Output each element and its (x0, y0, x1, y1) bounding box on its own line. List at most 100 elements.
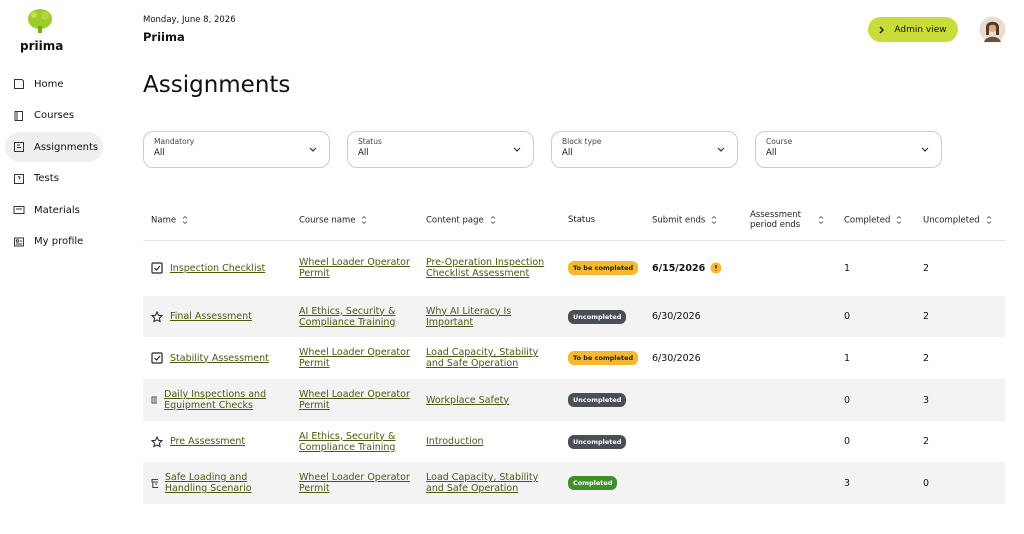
completed-cell: 0 (836, 421, 915, 462)
uncompleted-cell: 3 (915, 379, 1005, 421)
content-cell: Pre-Operation Inspection Checklist Asses… (418, 240, 560, 296)
course-cell: Wheel Loader Operator Permit (291, 240, 418, 296)
filter[interactable]: Block type All (551, 131, 738, 168)
completed-cell: 3 (836, 462, 915, 504)
name-cell: Daily Inspections and Equipment Checks (143, 379, 291, 421)
logo-icon (28, 9, 52, 33)
sort-icon (711, 215, 717, 224)
course-link[interactable]: Wheel Loader Operator Permit (299, 347, 410, 369)
header-label: Name (151, 215, 177, 225)
table-row: Inspection Checklist Wheel Loader Operato… (143, 240, 1005, 296)
filter[interactable]: Course All (755, 131, 942, 168)
status-badge: Completed (568, 476, 618, 490)
uncompleted-count: 2 (923, 436, 930, 447)
course-link[interactable]: Wheel Loader Operator Permit (299, 472, 410, 494)
course-link[interactable]: Wheel Loader Operator Permit (299, 389, 410, 411)
assessment-cell (742, 337, 836, 379)
column-header[interactable]: Content page (418, 200, 560, 241)
completed-cell: 1 (836, 240, 915, 296)
assignment-link[interactable]: Daily Inspections and Equipment Checks (164, 389, 267, 411)
uncompleted-count: 2 (923, 352, 930, 364)
name-cell: Safe Loading and Handling Scenario (143, 462, 291, 504)
course-link[interactable]: AI Ethics, Security & Compliance Trainin… (299, 305, 396, 328)
filter[interactable]: Mandatory All (143, 131, 330, 168)
column-header[interactable]: Course name (291, 200, 418, 241)
column-header[interactable]: Uncompleted (915, 200, 1005, 241)
nav-item[interactable]: Assignments (5, 132, 103, 162)
nav-label: Materials (34, 204, 80, 216)
filter-value: All (154, 148, 165, 158)
status-cell: To be completed (560, 240, 644, 296)
content-link[interactable]: Pre-Operation Inspection Checklist Asses… (426, 257, 545, 280)
submit-date: 6/15/2026 (652, 262, 706, 274)
content-link[interactable]: Load Capacity, Stability and Safe Operat… (426, 472, 539, 494)
filter-label: Mandatory (154, 137, 195, 146)
column-header[interactable]: Assessment period ends (742, 200, 836, 241)
block-type-icon (151, 435, 163, 448)
uncompleted-count: 0 (923, 477, 930, 489)
nav-icon (13, 206, 25, 214)
admin-view-button[interactable]: Admin view (868, 17, 958, 42)
content-link[interactable]: Workplace Safety (426, 394, 510, 406)
nav-label: Tests (34, 173, 59, 184)
page-title: Assignments (143, 72, 291, 98)
status-cell: Uncompleted (560, 379, 644, 421)
nav-item[interactable]: Materials (5, 195, 103, 225)
status-cell: Uncompleted (560, 296, 644, 337)
nav-label: My profile (34, 236, 84, 247)
course-link[interactable]: AI Ethics, Security & Compliance Trainin… (299, 430, 396, 453)
assignment-link[interactable]: Inspection Checklist (170, 262, 266, 274)
name-wrap: Inspection Checklist (151, 262, 283, 274)
assessment-cell (742, 421, 836, 462)
block-type-icon (151, 310, 163, 323)
nav-item[interactable]: My profile (5, 227, 103, 257)
assignment-link[interactable]: Final Assessment (170, 311, 252, 322)
content-link[interactable]: Introduction (426, 436, 484, 447)
name-wrap: Daily Inspections and Equipment Checks (151, 389, 283, 411)
assignment-link[interactable]: Stability Assessment (170, 352, 269, 364)
completed-cell: 0 (836, 296, 915, 337)
assignment-link[interactable]: Pre Assessment (170, 436, 246, 447)
column-header[interactable]: Name (143, 200, 291, 241)
nav-icon (14, 79, 24, 89)
submit-cell: 6/30/2026 (644, 296, 742, 337)
dropdown-chevron (921, 147, 929, 152)
nav-item[interactable]: Home (5, 69, 103, 99)
column-header[interactable]: Completed (836, 200, 915, 241)
nav-item[interactable]: Tests (5, 164, 103, 194)
submit-date: 6/30/2026 (652, 311, 701, 322)
assessment-cell (742, 462, 836, 504)
name-wrap: Stability Assessment (151, 352, 283, 364)
dropdown-chevron (309, 147, 317, 152)
logo[interactable]: priima (20, 8, 63, 53)
nav-item[interactable]: Courses (5, 101, 103, 131)
content-cell: Workplace Safety (418, 379, 560, 421)
header-label: Content page (426, 215, 484, 225)
course-link[interactable]: Wheel Loader Operator Permit (299, 257, 410, 280)
table-row: Daily Inspections and Equipment Checks Wh… (143, 379, 1005, 421)
button-label: Admin view (894, 24, 947, 35)
status-badge: Uncompleted (568, 309, 627, 324)
submit-cell (644, 379, 742, 421)
status-badge: Uncompleted (568, 434, 627, 449)
table-row: Final Assessment AI Ethics, Security & Co… (143, 296, 1005, 337)
content-link[interactable]: Load Capacity, Stability and Safe Operat… (426, 347, 539, 369)
column-header[interactable]: Submit ends (644, 200, 742, 241)
completed-cell: 1 (836, 337, 915, 379)
name-cell: Inspection Checklist (143, 240, 291, 296)
content-link[interactable]: Why AI Literacy Is Important (426, 305, 512, 328)
dropdown-chevron (717, 147, 725, 152)
filter-value: All (766, 148, 777, 158)
completed-cell: 0 (836, 379, 915, 421)
column-header: Status (560, 200, 644, 241)
content-cell: Load Capacity, Stability and Safe Operat… (418, 337, 560, 379)
sidebar: priima Home Courses Assignments Tests Materi… (0, 0, 130, 534)
filter[interactable]: Status All (347, 131, 534, 168)
sort-icon (182, 215, 188, 224)
completed-count: 1 (844, 352, 851, 364)
filter-value: All (562, 148, 573, 158)
avatar[interactable] (979, 16, 1006, 43)
assignment-link[interactable]: Safe Loading and Handling Scenario (164, 472, 252, 494)
